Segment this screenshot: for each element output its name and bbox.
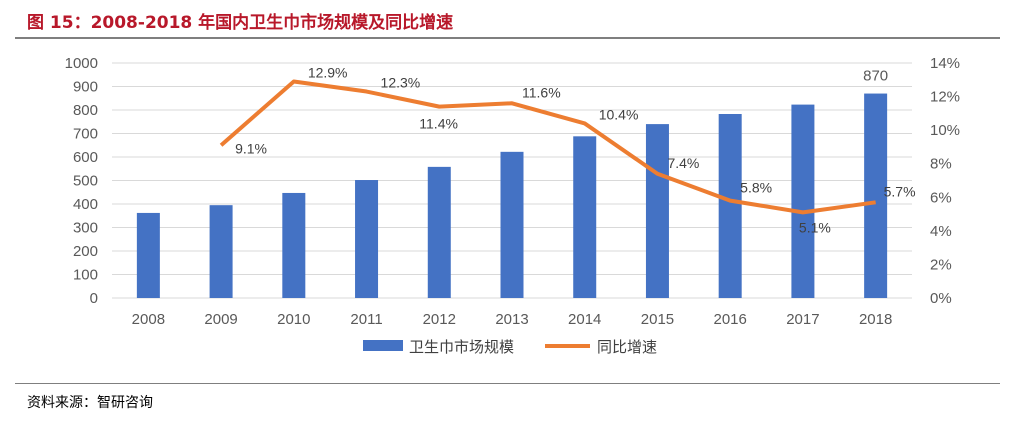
line-data-label: 9.1% [235, 140, 267, 156]
bar [282, 192, 306, 298]
x-tick: 2018 [859, 311, 892, 328]
line-data-label: 12.3% [381, 75, 421, 91]
line-data-label: 11.6% [522, 84, 561, 100]
y-left-tick: 500 [73, 173, 98, 190]
x-tick: 2014 [568, 311, 601, 328]
bar-data-label: 870 [863, 68, 888, 85]
legend-label: 同比增速 [597, 338, 657, 356]
x-tick: 2017 [786, 311, 819, 328]
x-tick: 2011 [350, 311, 382, 328]
x-tick: 2013 [495, 311, 528, 328]
y-left-tick: 900 [73, 79, 98, 96]
bar [645, 124, 669, 298]
bar [718, 113, 742, 299]
y-left-tick: 600 [73, 149, 98, 166]
y-right-tick: 4% [930, 223, 952, 240]
line-data-label: 5.7% [884, 183, 916, 199]
line-data-label: 11.4% [419, 116, 458, 132]
bar [355, 180, 379, 298]
chart: 0 100 200 300 400 500 600 700 800 900 1000 0% 2% 4% 6%… [65, 55, 960, 356]
bar [864, 93, 888, 298]
y-left-tick: 0 [90, 290, 98, 307]
bar [427, 166, 451, 298]
x-tick: 2010 [277, 311, 310, 328]
y-right-tick: 12% [930, 89, 960, 106]
bar [500, 151, 524, 298]
x-tick: 2012 [423, 311, 456, 328]
x-tick: 2009 [204, 311, 237, 328]
line-data-label: 5.8% [740, 180, 772, 196]
figure-title: 图 15：2008-2018 年国内卫生巾市场规模及同比增速 [27, 13, 454, 33]
divider [15, 37, 1000, 39]
line-data-label: 7.4% [667, 155, 699, 171]
y-right-tick: 0% [930, 290, 952, 307]
y-left-tick: 700 [73, 126, 98, 143]
y-left-tick: 100 [73, 267, 98, 284]
y-left-tick: 400 [73, 196, 98, 213]
y-left-tick: 300 [73, 220, 98, 237]
x-tick: 2015 [641, 311, 674, 328]
divider [15, 383, 1000, 384]
x-tick: 2016 [713, 311, 746, 328]
y-right-tick: 2% [930, 256, 952, 273]
line-data-label: 12.9% [308, 64, 348, 80]
source-note: 资料来源：智研咨询 [27, 395, 153, 411]
y-left-tick: 1000 [65, 55, 98, 72]
legend-bar-swatch [363, 340, 403, 351]
bar [573, 136, 597, 298]
y-right-tick: 10% [930, 122, 960, 139]
bar [136, 212, 160, 298]
y-right-tick: 14% [930, 55, 960, 72]
y-left-tick: 200 [73, 243, 98, 260]
y-left-tick: 800 [73, 102, 98, 119]
bar [791, 104, 815, 298]
legend-label: 卫生巾市场规模 [409, 338, 514, 356]
growth-line [219, 79, 876, 215]
y-right-tick: 6% [930, 189, 952, 206]
bar [209, 205, 233, 298]
line-data-label: 10.4% [599, 106, 639, 122]
y-right-tick: 8% [930, 156, 952, 173]
line-data-label: 5.1% [799, 219, 831, 235]
x-tick: 2008 [132, 311, 165, 328]
